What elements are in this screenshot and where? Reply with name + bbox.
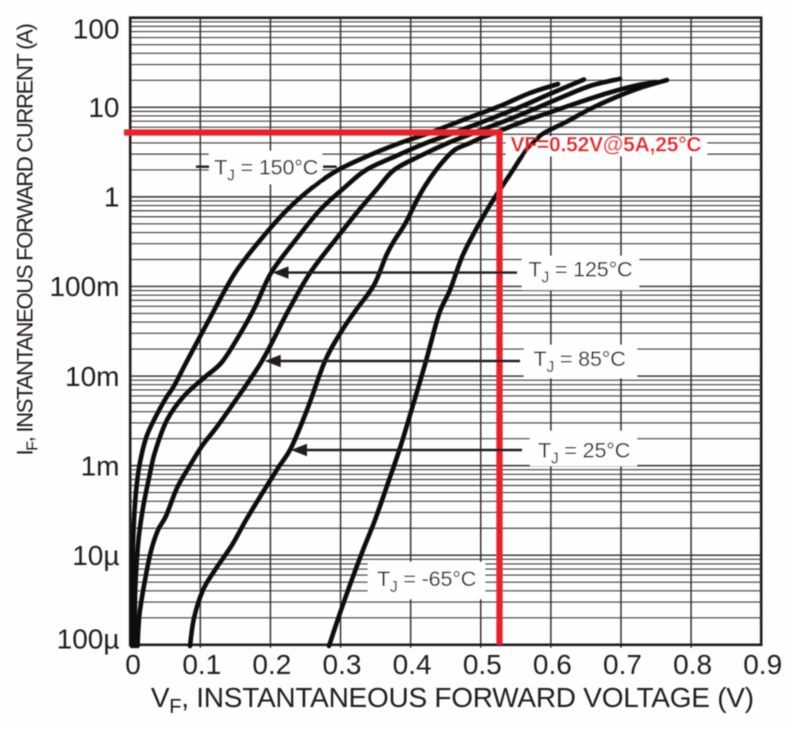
svg-text:0.9: 0.9 (743, 649, 782, 680)
svg-text:10µ: 10µ (72, 540, 119, 571)
svg-text:0.1: 0.1 (182, 649, 221, 680)
svg-text:0.2: 0.2 (252, 649, 291, 680)
svg-text:100m: 100m (49, 271, 119, 302)
svg-text:0.5: 0.5 (463, 649, 502, 680)
svg-text:100: 100 (73, 13, 120, 44)
svg-text:10: 10 (88, 92, 119, 123)
svg-text:0.6: 0.6 (533, 649, 572, 680)
svg-text:1m: 1m (81, 450, 120, 481)
svg-text:0.7: 0.7 (603, 649, 642, 680)
svg-text:100µ: 100µ (57, 623, 120, 654)
svg-text:0.3: 0.3 (323, 649, 362, 680)
svg-text:VF=0.52V@5A,25°C: VF=0.52V@5A,25°C (511, 134, 702, 157)
svg-text:0: 0 (125, 649, 141, 680)
svg-text:1: 1 (104, 182, 120, 213)
svg-text:10m: 10m (65, 361, 119, 392)
svg-text:VF, INSTANTANEOUS FORWARD VOLT: VF, INSTANTANEOUS FORWARD VOLTAGE (V) (151, 682, 754, 718)
svg-text:0.4: 0.4 (393, 649, 432, 680)
svg-text:IF, INSTANTANEOUS FORWARD CURR: IF, INSTANTANEOUS FORWARD CURRENT (A) (13, 24, 42, 455)
svg-text:0.8: 0.8 (673, 649, 712, 680)
